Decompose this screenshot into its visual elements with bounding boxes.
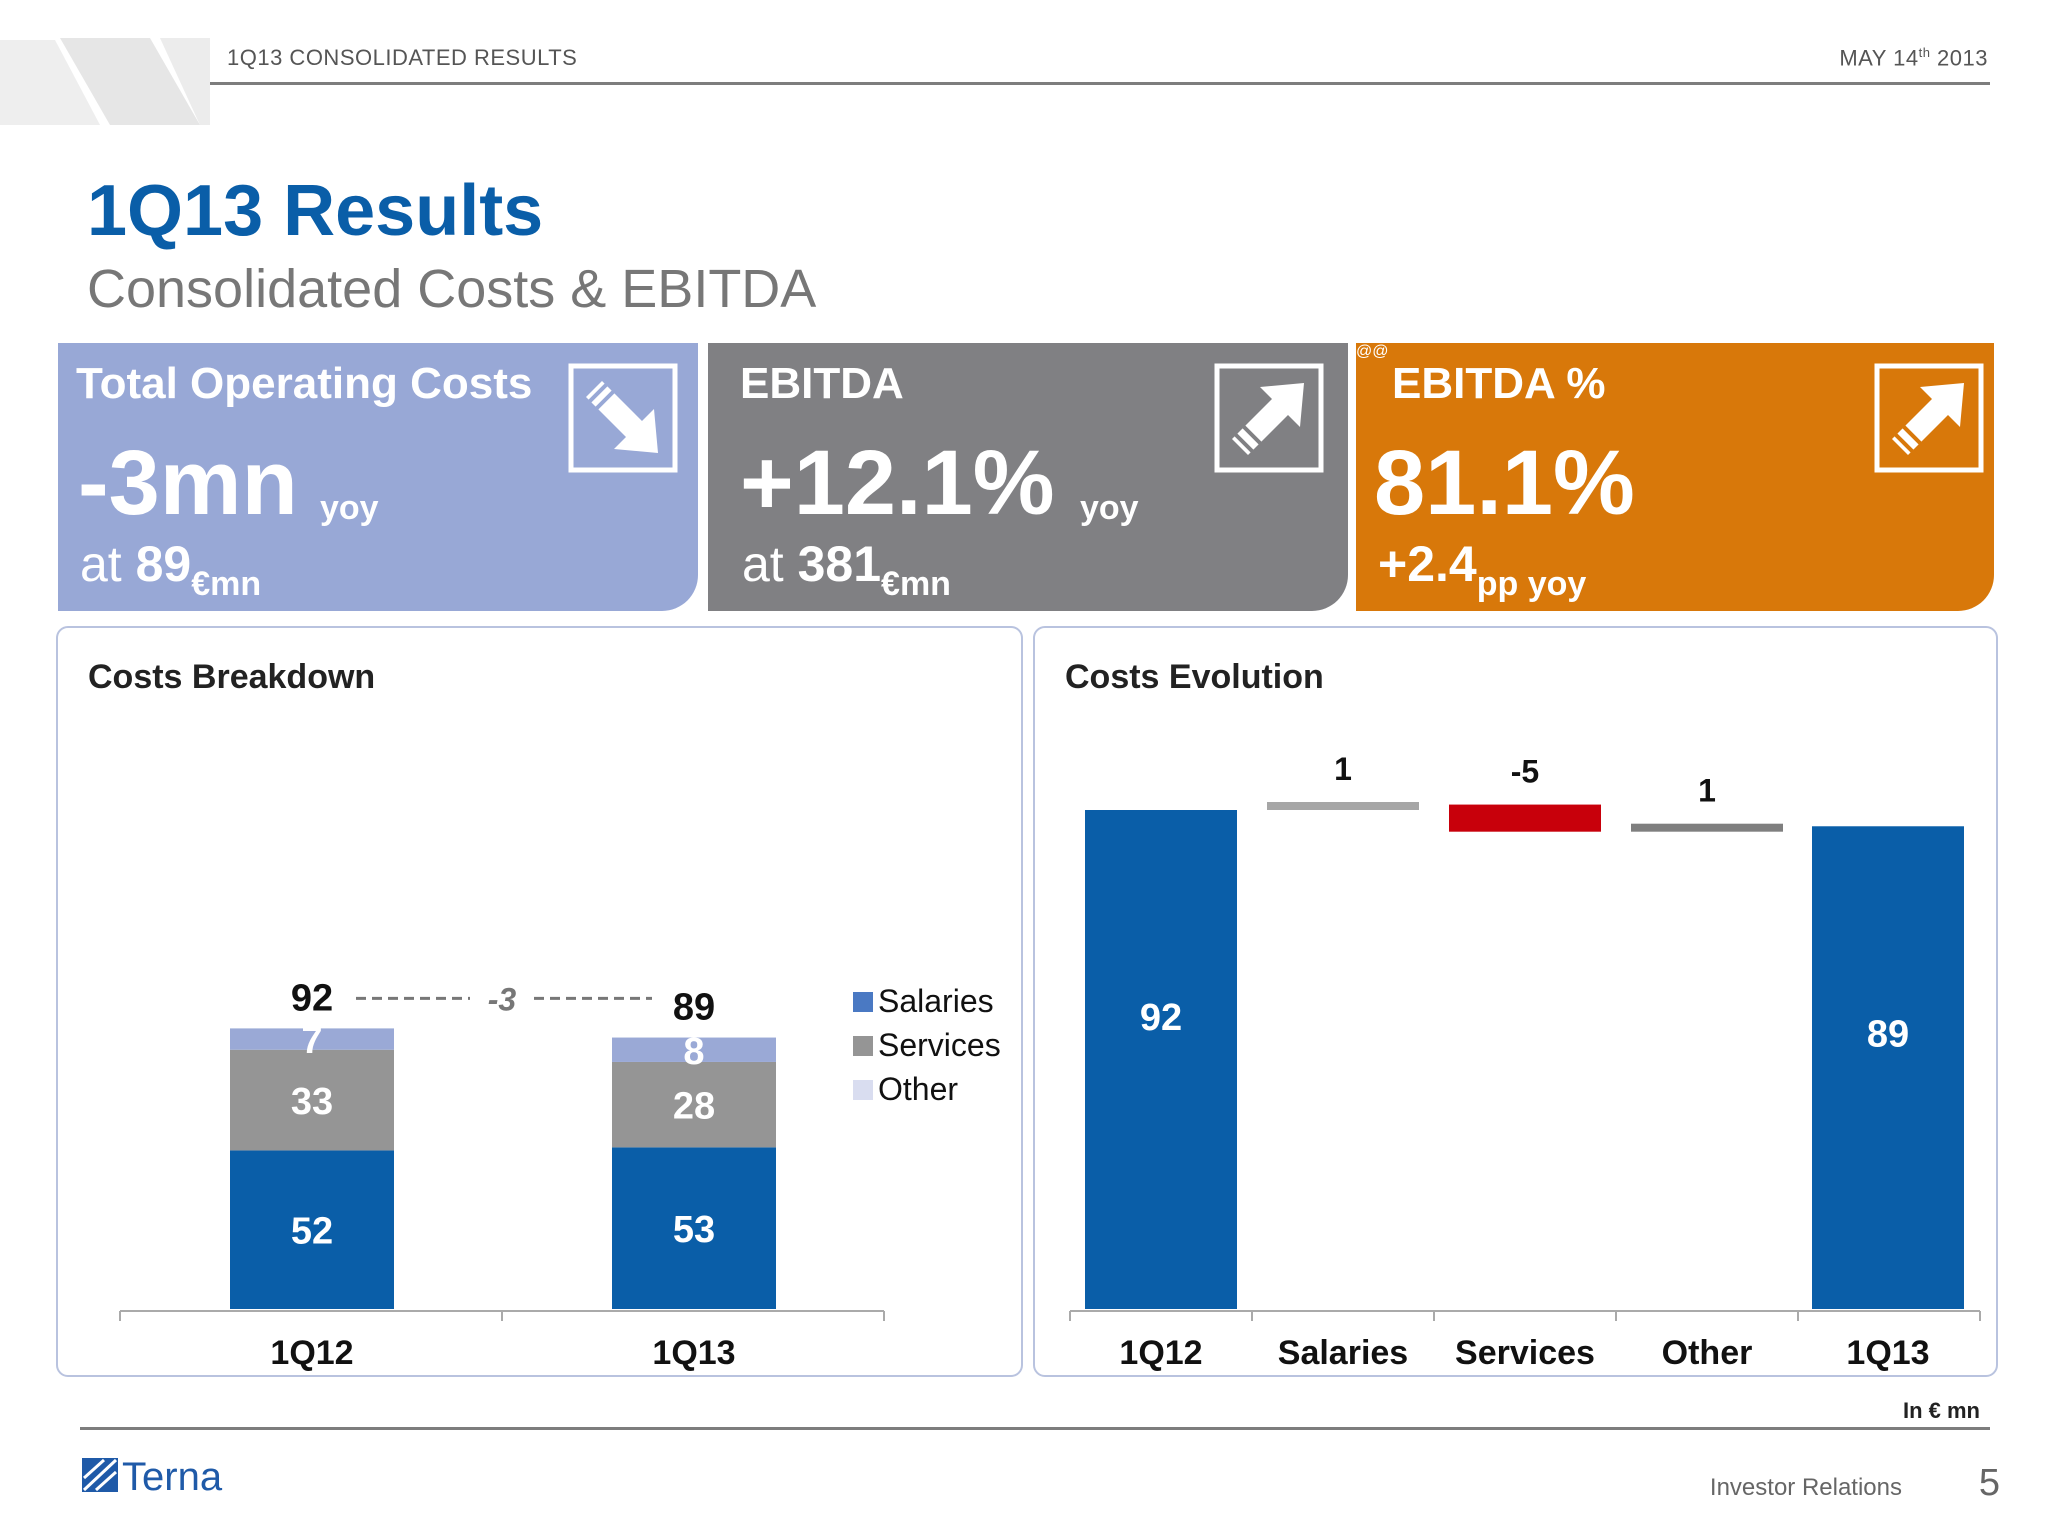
kpi-at-value: at 381€mn [742, 536, 951, 603]
legend-swatch [853, 1080, 873, 1100]
x-tick-label: 1Q12 [1119, 1334, 1202, 1372]
arrow-down-right-icon [568, 363, 678, 473]
legend-swatch [853, 1036, 873, 1056]
kpi-yoy: yoy [1080, 489, 1139, 527]
bar-services-1q13 [612, 1061, 776, 1148]
header-date: MAY 14th 2013 [1839, 45, 1988, 71]
terna-logo: Terna [82, 1455, 223, 1498]
data-label: 53 [673, 1209, 715, 1251]
data-label: 33 [291, 1081, 333, 1123]
legend-label: Salaries [878, 983, 994, 1019]
kpi-value: +12.1% [740, 432, 1055, 534]
waterfall-bar-salaries [1267, 802, 1419, 810]
bar-salaries-1q12 [230, 1150, 394, 1309]
data-label: 92 [1140, 997, 1182, 1039]
unit-note: In € mn [1902, 1398, 1980, 1423]
kpi-value: -3mn [78, 432, 298, 534]
waterfall-bar-1q13 [1812, 826, 1964, 1309]
costs-breakdown-panel: Costs Breakdown 52 33 7 1Q12 92 53 28 8 1Q13 89 -3… [56, 626, 1023, 1377]
page-subtitle: Consolidated Costs & EBITDA [87, 259, 817, 319]
data-label: 1 [1334, 751, 1352, 787]
costs-breakdown-chart: 52 33 7 1Q12 92 53 28 8 1Q13 89 -3 Salaries Services… [119, 977, 1001, 1372]
x-tick-label: 1Q12 [270, 1334, 353, 1372]
kpi-label: EBITDA [740, 359, 904, 408]
footer-divider [80, 1427, 1990, 1430]
legend-label: Other [878, 1071, 958, 1107]
costs-evolution-panel: Costs Evolution 92 1Q12 1 Salaries -5 Service… [1033, 626, 1998, 1377]
x-tick-label: Salaries [1278, 1334, 1408, 1372]
x-tick-label: 1Q13 [1846, 1334, 1929, 1372]
panel-title: Costs Evolution [1065, 658, 1324, 696]
waterfall-bar-1q12 [1085, 810, 1237, 1309]
legend-swatch [853, 992, 873, 1012]
header-divider [210, 82, 1990, 85]
bar-salaries-1q13 [612, 1147, 776, 1309]
waterfall-bar-services [1449, 804, 1601, 832]
panel-title: Costs Breakdown [88, 658, 376, 696]
delta-label: -3 [488, 981, 517, 1017]
total-label: 89 [673, 987, 715, 1029]
total-label: 92 [291, 977, 333, 1019]
data-label: 28 [673, 1086, 715, 1128]
data-label: 89 [1867, 1013, 1909, 1055]
header-decoration [0, 38, 210, 125]
bar-other-1q12 [230, 1028, 394, 1050]
costs-evolution-chart: 92 1Q12 1 Salaries -5 Services 1 Other 89 1Q13 [1069, 751, 1981, 1372]
kpi-label: EBITDA % [1392, 359, 1606, 408]
x-tick-label: Services [1455, 1334, 1595, 1372]
kpi-label: Total Operating Costs [76, 359, 533, 408]
data-label: -5 [1511, 754, 1539, 790]
kpi-at-value: at 89€mn [80, 536, 262, 603]
waterfall-bar-other [1631, 823, 1783, 832]
page-number: 5 [1978, 1462, 2000, 1504]
data-label: 52 [291, 1211, 333, 1253]
x-tick-label: Other [1662, 1334, 1753, 1372]
kpi-ebitda-margin: @@ EBITDA % 81.1% +2.4pp yoy [1356, 343, 1994, 611]
arrow-up-right-icon [1214, 363, 1324, 473]
bar-services-1q12 [230, 1049, 394, 1151]
arrow-up-right-icon [1874, 363, 1984, 473]
header-section-title: 1Q13 CONSOLIDATED RESULTS [227, 45, 578, 70]
logo-wordmark: Terna [122, 1455, 223, 1498]
data-label: 1 [1698, 773, 1716, 809]
x-tick-label: 1Q13 [652, 1334, 735, 1372]
kpi-yoy: yoy [320, 489, 379, 527]
data-label: 7 [301, 1020, 322, 1062]
bar-other-1q13 [612, 1037, 776, 1062]
data-label: 8 [683, 1031, 704, 1073]
kpi-sub-value: +2.4pp yoy [1378, 536, 1587, 603]
kpi-value: 81.1% [1374, 432, 1635, 534]
footer-investor-relations: Investor Relations [1709, 1474, 1902, 1501]
kpi-ebitda: EBITDA +12.1% yoy at 381€mn [708, 343, 1348, 611]
legend-label: Services [878, 1027, 1001, 1063]
page-title: 1Q13 Results [87, 171, 544, 251]
kpi-total-operating-costs: Total Operating Costs -3mn yoy at 89€mn [58, 343, 698, 611]
